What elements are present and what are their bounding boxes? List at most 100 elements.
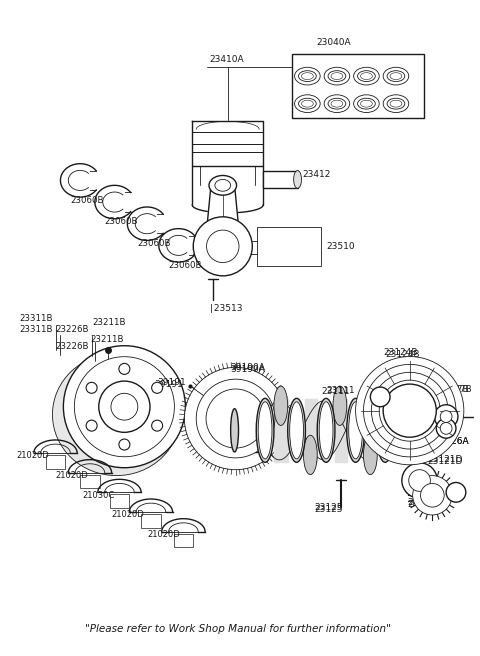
Bar bbox=[174, 533, 193, 547]
Ellipse shape bbox=[354, 95, 379, 113]
Text: 23126A: 23126A bbox=[434, 437, 469, 445]
Polygon shape bbox=[335, 399, 347, 462]
Circle shape bbox=[372, 372, 448, 449]
Text: 23211B: 23211B bbox=[92, 318, 125, 327]
Bar bbox=[141, 514, 161, 527]
Text: 23060B: 23060B bbox=[70, 195, 104, 205]
Circle shape bbox=[379, 380, 440, 441]
Ellipse shape bbox=[52, 354, 180, 476]
Circle shape bbox=[184, 367, 287, 470]
Ellipse shape bbox=[258, 401, 272, 459]
Circle shape bbox=[111, 394, 138, 420]
Circle shape bbox=[152, 420, 163, 431]
Ellipse shape bbox=[301, 100, 313, 107]
Circle shape bbox=[383, 384, 436, 437]
Circle shape bbox=[86, 420, 97, 431]
Polygon shape bbox=[364, 399, 376, 462]
Text: 23311B: 23311B bbox=[19, 314, 53, 323]
Circle shape bbox=[420, 483, 444, 507]
Text: 23125: 23125 bbox=[314, 504, 343, 514]
Ellipse shape bbox=[358, 71, 375, 81]
Text: 23060B: 23060B bbox=[105, 217, 138, 226]
Text: 23060B: 23060B bbox=[137, 239, 171, 248]
Circle shape bbox=[206, 389, 265, 448]
Circle shape bbox=[440, 411, 452, 422]
Circle shape bbox=[74, 357, 174, 457]
Text: 24340: 24340 bbox=[408, 500, 436, 508]
Ellipse shape bbox=[331, 73, 343, 79]
Ellipse shape bbox=[301, 73, 313, 79]
Circle shape bbox=[196, 379, 275, 458]
Ellipse shape bbox=[387, 98, 405, 109]
Ellipse shape bbox=[299, 98, 316, 109]
Ellipse shape bbox=[288, 398, 305, 462]
Ellipse shape bbox=[348, 401, 362, 459]
Circle shape bbox=[86, 382, 97, 394]
Circle shape bbox=[119, 363, 130, 375]
Bar bbox=[257, 227, 321, 266]
Bar bbox=[80, 474, 100, 488]
Text: 24340: 24340 bbox=[408, 498, 436, 506]
Circle shape bbox=[440, 422, 452, 434]
Ellipse shape bbox=[360, 100, 372, 107]
Circle shape bbox=[119, 439, 130, 450]
Ellipse shape bbox=[303, 435, 317, 474]
Ellipse shape bbox=[294, 171, 301, 188]
Polygon shape bbox=[205, 186, 240, 247]
Text: 39190A: 39190A bbox=[231, 365, 265, 374]
Text: 21020D: 21020D bbox=[111, 510, 144, 520]
Ellipse shape bbox=[215, 180, 231, 192]
Text: 39191: 39191 bbox=[157, 378, 186, 386]
Ellipse shape bbox=[274, 386, 288, 425]
Ellipse shape bbox=[376, 398, 394, 462]
Ellipse shape bbox=[256, 398, 274, 462]
Text: 23111: 23111 bbox=[326, 386, 355, 396]
Ellipse shape bbox=[290, 401, 303, 459]
Ellipse shape bbox=[295, 68, 320, 85]
Text: 23127B: 23127B bbox=[437, 384, 472, 394]
Circle shape bbox=[446, 482, 466, 502]
Text: 23121D: 23121D bbox=[427, 457, 463, 466]
Ellipse shape bbox=[299, 71, 316, 81]
Circle shape bbox=[413, 476, 452, 515]
Ellipse shape bbox=[324, 68, 350, 85]
Ellipse shape bbox=[363, 435, 377, 474]
Text: 21030C: 21030C bbox=[82, 491, 114, 500]
Polygon shape bbox=[192, 121, 263, 166]
Polygon shape bbox=[305, 399, 317, 462]
Ellipse shape bbox=[331, 100, 343, 107]
Circle shape bbox=[152, 382, 163, 394]
Ellipse shape bbox=[390, 100, 402, 107]
Ellipse shape bbox=[383, 95, 409, 113]
Text: 23111: 23111 bbox=[321, 388, 350, 396]
Text: 23513: 23513 bbox=[211, 304, 242, 313]
Ellipse shape bbox=[231, 409, 239, 452]
Ellipse shape bbox=[383, 68, 409, 85]
Bar bbox=[46, 455, 65, 468]
Circle shape bbox=[409, 470, 431, 491]
Circle shape bbox=[63, 346, 185, 468]
Text: A: A bbox=[377, 392, 384, 401]
Circle shape bbox=[363, 364, 456, 457]
Text: 39191: 39191 bbox=[154, 380, 183, 388]
Text: 21020D: 21020D bbox=[147, 530, 180, 539]
Ellipse shape bbox=[317, 398, 335, 462]
Text: 23410A: 23410A bbox=[209, 55, 244, 64]
Text: 23125: 23125 bbox=[314, 502, 343, 512]
Ellipse shape bbox=[360, 73, 372, 79]
Text: 23226B: 23226B bbox=[56, 342, 89, 351]
Ellipse shape bbox=[406, 419, 414, 442]
Text: 23510: 23510 bbox=[326, 242, 355, 251]
Circle shape bbox=[193, 217, 252, 276]
Ellipse shape bbox=[333, 386, 347, 425]
Text: 23060B: 23060B bbox=[168, 260, 202, 270]
Text: |: | bbox=[210, 304, 213, 313]
Circle shape bbox=[436, 419, 456, 438]
Text: 23126A: 23126A bbox=[434, 437, 469, 445]
Ellipse shape bbox=[295, 95, 320, 113]
Circle shape bbox=[99, 381, 150, 432]
Ellipse shape bbox=[378, 401, 392, 459]
Circle shape bbox=[206, 230, 239, 262]
Bar bbox=[109, 494, 129, 508]
Ellipse shape bbox=[390, 73, 402, 79]
